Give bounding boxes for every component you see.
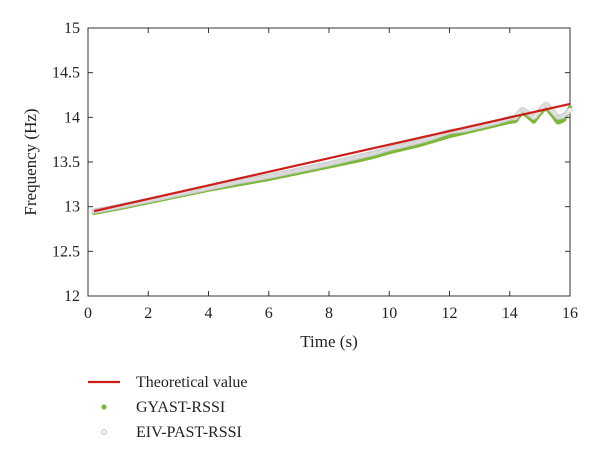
legend-label: GYAST-RSSI [136,399,225,416]
x-tick-label: 8 [325,305,333,322]
legend: Theoretical value GYAST-RSSI EIV-PAST-RSSI [88,374,248,441]
x-tick-label: 4 [205,305,213,322]
y-tick-label: 12.5 [52,243,80,260]
legend-label: Theoretical value [136,374,248,391]
x-tick-label: 0 [84,305,92,322]
x-tick-label: 12 [442,305,458,322]
tick-layer: 0 2 4 6 8 10 12 14 16 12 12.5 13 13.5 14 14.5 15 [52,20,578,322]
x-tick-label: 16 [562,305,578,322]
x-tick-label: 10 [381,305,397,322]
x-tick-label: 6 [265,305,273,322]
y-tick-label: 14.5 [52,65,80,82]
y-tick-label: 12 [64,288,80,305]
x-axis-label: Time (s) [300,332,357,351]
data-point [567,107,573,113]
legend-swatch-marker [101,404,107,410]
y-tick-label: 14 [64,109,80,126]
series-line [93,102,571,213]
data-layer [91,101,573,216]
x-tick-label: 2 [144,305,152,322]
y-tick-label: 15 [64,20,80,37]
x-tick-label: 14 [502,305,518,322]
legend-label: EIV-PAST-RSSI [136,424,242,441]
y-tick-label: 13.5 [52,154,80,171]
series-theoretical-value [93,102,571,213]
legend-swatch-marker [101,428,108,435]
y-axis-label: Frequency (Hz) [21,108,40,215]
y-tick-label: 13 [64,199,80,216]
